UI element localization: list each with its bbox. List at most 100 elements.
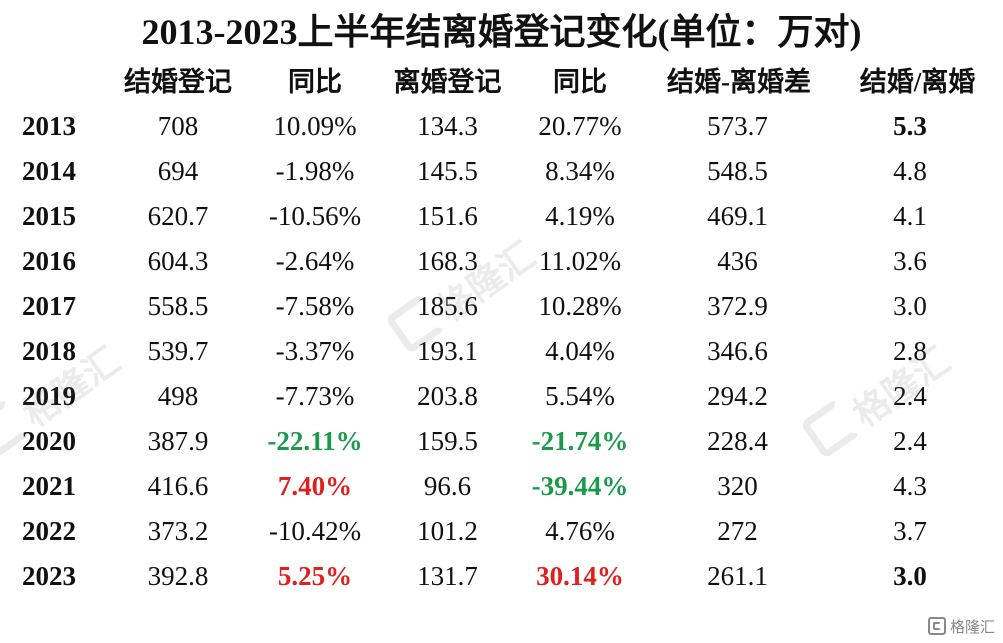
- header-ratio: 结婚/离婚: [859, 67, 976, 97]
- cell-difference: 228.4: [707, 426, 768, 456]
- cell-divorce-yoy: -21.74%: [531, 426, 629, 456]
- cell-divorce: 134.3: [417, 111, 478, 141]
- cell-year: 2020: [22, 426, 76, 456]
- brand-logo-text: 格隆汇: [949, 617, 995, 636]
- cell-marriage: 539.7: [147, 336, 209, 366]
- cell-marriage-yoy: 5.25%: [277, 561, 353, 591]
- cell-year: 2023: [22, 561, 76, 591]
- cell-divorce: 151.6: [417, 201, 478, 231]
- cell-marriage: 694: [157, 156, 199, 186]
- cell-year: 2019: [22, 381, 76, 411]
- cell-marriage-yoy: -10.42%: [268, 516, 362, 546]
- cell-divorce: 145.5: [417, 156, 478, 186]
- cell-marriage: 558.5: [147, 291, 209, 321]
- cell-difference: 272: [717, 516, 758, 546]
- cell-difference: 261.1: [707, 561, 768, 591]
- table-row: 2014 694 -1.98% 145.5 8.34% 548.5 4.8: [0, 149, 1003, 194]
- cell-ratio: 3.7: [893, 516, 927, 546]
- cell-difference: 573.7: [707, 111, 768, 141]
- table-body: 2013 708 10.09% 134.3 20.77% 573.7 5.3 2014 694 -…: [0, 104, 1003, 599]
- cell-divorce: 96.6: [423, 471, 472, 501]
- cell-divorce-yoy: 4.76%: [545, 516, 615, 546]
- cell-marriage: 604.3: [147, 246, 209, 276]
- header-divorce-yoy: 同比: [553, 67, 607, 97]
- cell-divorce-yoy: 4.19%: [545, 201, 615, 231]
- cell-difference: 294.2: [707, 381, 768, 411]
- cell-year: 2016: [22, 246, 76, 276]
- cell-ratio: 4.8: [893, 156, 927, 186]
- cell-divorce: 193.1: [417, 336, 478, 366]
- cell-ratio: 3.6: [893, 246, 927, 276]
- cell-divorce-yoy: 5.54%: [545, 381, 615, 411]
- cell-marriage-yoy: 7.40%: [277, 471, 353, 501]
- cell-marriage: 392.8: [147, 561, 209, 591]
- cell-divorce-yoy: -39.44%: [531, 471, 629, 501]
- cell-divorce-yoy: 8.34%: [545, 156, 615, 186]
- header-divorce: 离婚登记: [393, 67, 502, 97]
- table-row: 2016 604.3 -2.64% 168.3 11.02% 436 3.6: [0, 239, 1003, 284]
- cell-marriage-yoy: 10.09%: [273, 111, 357, 141]
- cell-marriage: 620.7: [147, 201, 209, 231]
- cell-difference: 436: [717, 246, 758, 276]
- table-row: 2020 387.9 -22.11% 159.5 -21.74% 228.4 2.4: [0, 419, 1003, 464]
- gelonghui-logo-icon: [927, 617, 946, 635]
- cell-divorce: 185.6: [417, 291, 478, 321]
- header-marriage: 结婚登记: [124, 67, 232, 97]
- table-row: 2023 392.8 5.25% 131.7 30.14% 261.1 3.0: [0, 554, 1003, 599]
- cell-marriage-yoy: -7.73%: [275, 381, 355, 411]
- cell-difference: 320: [717, 471, 758, 501]
- cell-marriage: 416.6: [147, 471, 209, 501]
- cell-marriage-yoy: -7.58%: [275, 291, 355, 321]
- cell-ratio: 3.0: [893, 291, 927, 321]
- page-title: 2013-2023上半年结离婚登记变化(单位：万对): [141, 12, 862, 52]
- table-row: 2018 539.7 -3.37% 193.1 4.04% 346.6 2.8: [0, 329, 1003, 374]
- cell-difference: 548.5: [707, 156, 768, 186]
- cell-ratio: 2.8: [893, 336, 927, 366]
- cell-year: 2018: [22, 336, 76, 366]
- cell-divorce-yoy: 30.14%: [536, 561, 624, 591]
- cell-divorce: 131.7: [417, 561, 478, 591]
- cell-marriage-yoy: -10.56%: [268, 201, 362, 231]
- cell-marriage-yoy: -3.37%: [275, 336, 355, 366]
- cell-year: 2014: [22, 156, 76, 186]
- header-difference: 结婚-离婚差: [667, 67, 811, 97]
- cell-ratio: 4.1: [893, 201, 927, 231]
- cell-year: 2015: [22, 201, 76, 231]
- cell-year: 2017: [22, 291, 76, 321]
- cell-ratio: 2.4: [893, 381, 927, 411]
- cell-ratio: 3.0: [893, 561, 927, 591]
- table-header: 结婚登记 同比 离婚登记 同比 结婚-离婚差 结婚/离婚: [0, 62, 1003, 102]
- cell-divorce-yoy: 20.77%: [538, 111, 622, 141]
- cell-ratio: 4.3: [893, 471, 927, 501]
- cell-difference: 469.1: [707, 201, 768, 231]
- cell-divorce: 159.5: [417, 426, 478, 456]
- cell-marriage: 387.9: [147, 426, 209, 456]
- brand-logo: 格隆汇: [927, 613, 995, 639]
- cell-marriage-yoy: -22.11%: [267, 426, 363, 456]
- cell-year: 2021: [22, 471, 76, 501]
- cell-divorce: 203.8: [417, 381, 478, 411]
- cell-divorce-yoy: 11.02%: [538, 246, 622, 276]
- cell-marriage: 498: [157, 381, 199, 411]
- cell-ratio: 5.3: [893, 111, 927, 141]
- cell-divorce-yoy: 4.04%: [545, 336, 615, 366]
- cell-difference: 346.6: [707, 336, 768, 366]
- cell-marriage: 373.2: [147, 516, 209, 546]
- header-marriage-yoy: 同比: [288, 67, 342, 97]
- cell-difference: 372.9: [707, 291, 768, 321]
- table-row: 2017 558.5 -7.58% 185.6 10.28% 372.9 3.0: [0, 284, 1003, 329]
- cell-marriage-yoy: -2.64%: [275, 246, 355, 276]
- cell-ratio: 2.4: [893, 426, 927, 456]
- table-row: 2015 620.7 -10.56% 151.6 4.19% 469.1 4.1: [0, 194, 1003, 239]
- cell-marriage: 708: [157, 111, 199, 141]
- table-row: 2022 373.2 -10.42% 101.2 4.76% 272 3.7: [0, 509, 1003, 554]
- cell-divorce-yoy: 10.28%: [538, 291, 622, 321]
- cell-divorce: 168.3: [417, 246, 478, 276]
- table-row: 2013 708 10.09% 134.3 20.77% 573.7 5.3: [0, 104, 1003, 149]
- table-row: 2021 416.6 7.40% 96.6 -39.44% 320 4.3: [0, 464, 1003, 509]
- table-row: 2019 498 -7.73% 203.8 5.54% 294.2 2.4: [0, 374, 1003, 419]
- cell-divorce: 101.2: [417, 516, 478, 546]
- cell-year: 2022: [22, 516, 76, 546]
- cell-year: 2013: [22, 111, 76, 141]
- cell-marriage-yoy: -1.98%: [275, 156, 355, 186]
